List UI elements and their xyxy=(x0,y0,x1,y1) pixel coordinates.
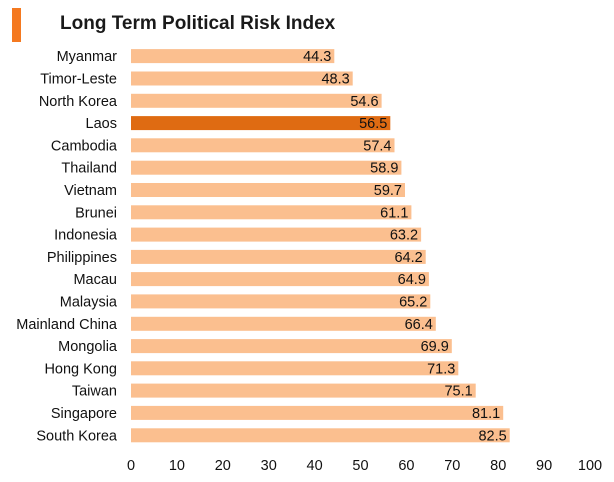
category-label: Malaysia xyxy=(60,294,118,310)
category-label: Mongolia xyxy=(58,339,118,355)
x-tick-label: 30 xyxy=(261,458,277,474)
bar-hong-kong xyxy=(131,361,459,376)
title-accent-bar xyxy=(12,8,21,42)
bar-macau xyxy=(131,272,429,287)
data-label: 61.1 xyxy=(380,205,408,221)
category-label: Singapore xyxy=(51,406,117,422)
bar-cambodia xyxy=(131,138,395,153)
bar-thailand xyxy=(131,160,402,175)
x-tick-label: 70 xyxy=(444,458,460,474)
data-label: 65.2 xyxy=(399,294,427,310)
x-tick-label: 50 xyxy=(352,458,368,474)
data-label: 58.9 xyxy=(370,161,398,177)
x-tick-label: 100 xyxy=(578,458,602,474)
x-tick-label: 60 xyxy=(398,458,414,474)
data-label: 57.4 xyxy=(363,138,391,154)
bar-brunei xyxy=(131,205,412,220)
bar-indonesia xyxy=(131,227,422,242)
bar-laos xyxy=(131,116,391,131)
category-label: Thailand xyxy=(61,161,117,177)
bar-taiwan xyxy=(131,383,476,398)
category-label: South Korea xyxy=(36,428,118,444)
x-tick-label: 10 xyxy=(169,458,185,474)
data-label: 64.9 xyxy=(398,272,426,288)
category-label: Cambodia xyxy=(51,138,118,154)
data-label: 63.2 xyxy=(390,228,418,244)
bar-timor-leste xyxy=(131,71,353,86)
category-label: Myanmar xyxy=(57,49,118,65)
data-label: 56.5 xyxy=(359,116,387,132)
category-label: Mainland China xyxy=(16,317,118,333)
bar-myanmar xyxy=(131,49,335,64)
data-label: 69.9 xyxy=(421,339,449,355)
category-label: Hong Kong xyxy=(44,361,117,377)
chart-title: Long Term Political Risk Index xyxy=(60,13,336,34)
x-tick-label: 0 xyxy=(127,458,135,474)
x-tick-label: 20 xyxy=(215,458,231,474)
bar-mongolia xyxy=(131,339,452,354)
x-tick-label: 40 xyxy=(307,458,323,474)
category-label: Indonesia xyxy=(54,228,118,244)
bar-philippines xyxy=(131,249,426,264)
category-label: Macau xyxy=(73,272,117,288)
data-label: 44.3 xyxy=(303,49,331,65)
data-label: 64.2 xyxy=(394,250,422,266)
bar-singapore xyxy=(131,405,504,420)
data-label: 71.3 xyxy=(427,361,455,377)
category-label: Philippines xyxy=(47,250,117,266)
data-label: 82.5 xyxy=(478,428,506,444)
category-label: Taiwan xyxy=(72,384,117,400)
category-label: Vietnam xyxy=(64,183,117,199)
bar-vietnam xyxy=(131,183,405,197)
bar-south-korea xyxy=(131,428,510,443)
bar-north-korea xyxy=(131,93,382,108)
data-label: 81.1 xyxy=(472,406,500,422)
data-label: 75.1 xyxy=(444,384,472,400)
data-label: 48.3 xyxy=(321,72,349,88)
bar-mainland-china xyxy=(131,316,436,331)
category-label: Brunei xyxy=(75,205,117,221)
data-label: 66.4 xyxy=(405,317,433,333)
data-label: 59.7 xyxy=(374,183,402,199)
category-label: Laos xyxy=(86,116,117,132)
category-label: Timor-Leste xyxy=(40,72,117,88)
x-tick-label: 80 xyxy=(490,458,506,474)
data-label: 54.6 xyxy=(350,94,378,110)
bar-malaysia xyxy=(131,294,431,309)
category-label: North Korea xyxy=(39,94,118,110)
x-tick-label: 90 xyxy=(536,458,552,474)
